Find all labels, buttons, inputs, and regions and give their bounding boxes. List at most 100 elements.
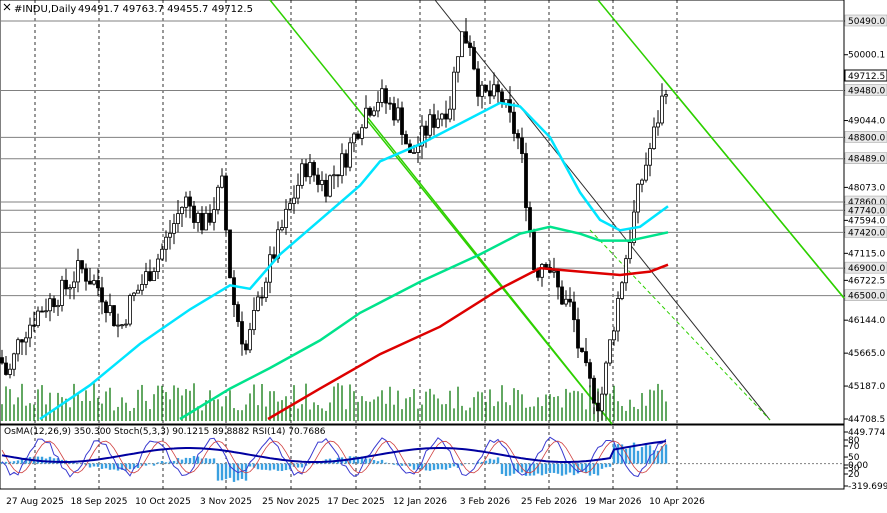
osma-bar [248, 463, 252, 467]
candle-body [324, 179, 328, 197]
candle-body [480, 84, 484, 97]
osma-bar [88, 463, 92, 468]
candle-body [360, 127, 364, 139]
osma-bar [608, 463, 612, 467]
candle-body [164, 236, 168, 250]
osma-bar [436, 463, 440, 470]
osma-bar [120, 463, 124, 470]
osma-bar [0, 462, 4, 464]
date-tick-label: 18 Sep 2025 [70, 497, 127, 507]
collapse-icon[interactable] [3, 3, 11, 11]
osma-bar [264, 463, 268, 470]
candle-body [4, 362, 8, 375]
candle-body [68, 287, 72, 290]
osma-bar [132, 463, 136, 469]
candle-body [88, 280, 92, 285]
candle-body [16, 339, 20, 355]
osma-bar [144, 463, 148, 466]
candle-body [428, 114, 432, 136]
candle-body [616, 298, 620, 332]
osma-bar [612, 443, 616, 464]
osma-bar [360, 456, 364, 464]
date-tick-label: 12 Jan 2026 [393, 497, 447, 507]
candle-body [424, 125, 428, 136]
candle-body [56, 305, 60, 308]
candle-body [652, 126, 656, 149]
level-label-box [844, 289, 887, 301]
osma-bar [604, 463, 608, 468]
candle-body [380, 88, 384, 103]
candle-body [128, 295, 132, 325]
candle-body [332, 174, 336, 177]
date-tick-label: 17 Dec 2025 [327, 497, 385, 507]
candle-body [460, 31, 464, 58]
osma-bar [364, 458, 368, 464]
osma-bar [196, 456, 200, 464]
candle-body [436, 118, 440, 128]
osma-bar [276, 463, 280, 471]
candle-body [288, 203, 292, 210]
candle-body [368, 107, 372, 116]
candle-body [600, 393, 604, 412]
candle-body [252, 310, 256, 331]
candle-body [260, 296, 264, 299]
candle-body [228, 229, 232, 279]
osma-bar [232, 463, 236, 482]
date-tick-label: 3 Nov 2025 [200, 497, 252, 507]
current-price-box [844, 69, 887, 82]
date-axis: 27 Aug 2025 18 Sep 2025 10 Oct 2025 3 Nov 2… [6, 497, 705, 507]
candle-body [40, 310, 44, 313]
current-price-label: 49712.5 [848, 72, 885, 82]
candle-body [656, 122, 660, 128]
candle-body [224, 175, 228, 231]
osma-bar [484, 460, 488, 464]
osma-bar [128, 463, 132, 470]
candle-body [384, 88, 388, 104]
osma-bar [376, 461, 380, 464]
candle-body [564, 298, 568, 305]
candle-body [60, 279, 64, 306]
candle-body [320, 179, 324, 185]
candle-body [540, 264, 544, 278]
osma-bar [460, 463, 464, 466]
candle-body [440, 113, 444, 120]
osma-bar [136, 463, 140, 469]
candle-body [528, 207, 532, 233]
osma-bar [620, 444, 624, 464]
candle-body [64, 279, 68, 290]
candle-body [124, 323, 128, 326]
osma-bar [644, 443, 648, 464]
candle-body [92, 280, 96, 285]
candle-body [352, 133, 356, 144]
osma-bar [280, 463, 284, 471]
osma-bar [368, 458, 372, 464]
candle-body [612, 330, 616, 341]
price-tick-label: 48800.0 [848, 133, 885, 143]
candlesticks [0, 17, 668, 422]
osma-bar [48, 456, 52, 464]
candle-body [84, 268, 88, 282]
candle-body [560, 286, 564, 305]
ma-mid-line [179, 225, 669, 421]
symbol-label: #INDU,Daily [14, 4, 76, 15]
candle-body [136, 289, 140, 294]
candle-body [232, 277, 236, 305]
candle-body [404, 134, 408, 145]
osma-bar [508, 463, 512, 476]
candle-body [264, 281, 268, 299]
current-price-marker: 49712.5 [844, 69, 887, 82]
candle-body [376, 101, 380, 112]
price-tick-label: 44708.5 [848, 415, 885, 425]
candle-body [468, 42, 472, 48]
osma-bar [532, 463, 536, 476]
candle-body [108, 305, 112, 314]
osma-bar [228, 463, 232, 478]
rsi-line [1, 440, 667, 463]
indicator-tick-label: 0.00 [848, 461, 868, 471]
candle-body [180, 206, 184, 215]
osma-bar [204, 458, 208, 464]
candle-body [452, 71, 456, 110]
